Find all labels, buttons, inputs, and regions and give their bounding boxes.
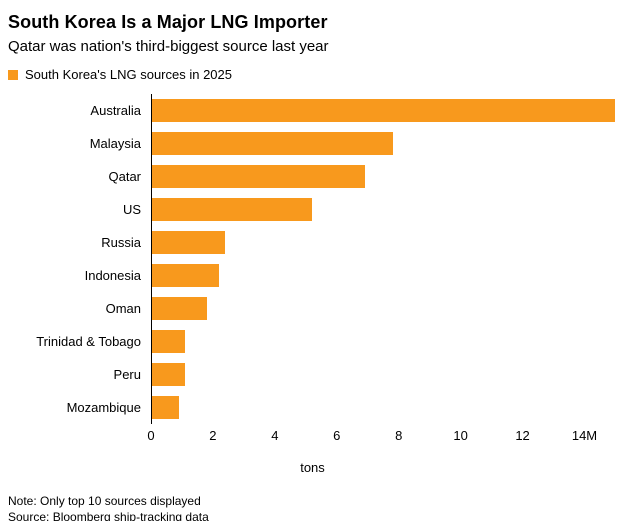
footer: Note: Only top 10 sources displayed Sour… <box>8 493 617 521</box>
bar-row: US <box>8 193 617 226</box>
bar-track <box>151 396 617 419</box>
x-tick-label: 14M <box>571 428 598 443</box>
chart-subtitle: Qatar was nation's third-biggest source … <box>8 38 329 55</box>
bar-row: Qatar <box>8 160 617 193</box>
bar <box>151 132 393 155</box>
bar <box>151 165 365 188</box>
category-label: Malaysia <box>89 136 141 151</box>
bar-track <box>151 297 617 320</box>
bar-rows: Australia Malaysia Qatar US Russia Indonesia O… <box>8 94 617 424</box>
x-axis-ticks: 0 2 4 6 8 10 12 14M <box>147 428 617 448</box>
bar <box>151 231 226 254</box>
bar-row: Peru <box>8 358 617 391</box>
bar <box>151 396 179 419</box>
bar-track <box>151 132 617 155</box>
bar-row: Australia <box>8 94 617 127</box>
bar-track <box>151 99 617 122</box>
x-tick-label: 8 <box>395 428 403 443</box>
bar-row: Russia <box>8 226 617 259</box>
category-label: Peru <box>113 367 141 382</box>
bar-row: Trinidad & Tobago <box>8 325 617 358</box>
bar-row: Mozambique <box>8 391 617 424</box>
x-tick-label: 0 <box>147 428 155 443</box>
bar <box>151 330 186 353</box>
category-label: Australia <box>90 103 141 118</box>
bar <box>151 363 186 386</box>
chart-title: South Korea Is a Major LNG Importer <box>8 12 328 32</box>
category-label: Mozambique <box>66 400 141 415</box>
category-label: Trinidad & Tobago <box>36 334 141 349</box>
bar-track <box>151 165 617 188</box>
bar-track <box>151 198 617 221</box>
bar <box>151 297 207 320</box>
bar-track <box>151 363 617 386</box>
category-label: Russia <box>101 235 141 250</box>
legend-label: South Korea's LNG sources in 2025 <box>25 67 232 82</box>
bar-row: Oman <box>8 292 617 325</box>
bar <box>151 99 616 122</box>
bar-row: Indonesia <box>8 259 617 292</box>
footer-source: Source: Bloomberg ship-tracking data <box>8 510 209 521</box>
bar <box>151 264 220 287</box>
bar <box>151 198 312 221</box>
bar-track <box>151 264 617 287</box>
bar-track <box>151 330 617 353</box>
category-label: Indonesia <box>84 268 141 283</box>
y-axis-line <box>151 94 152 424</box>
x-tick-label: 2 <box>209 428 217 443</box>
legend-swatch-icon <box>8 70 18 80</box>
category-label: US <box>122 202 141 217</box>
x-axis-label: tons <box>300 460 325 475</box>
bar-row: Malaysia <box>8 127 617 160</box>
x-tick-label: 4 <box>271 428 279 443</box>
category-label: Qatar <box>108 169 141 184</box>
x-tick-label: 10 <box>453 428 468 443</box>
bar-track <box>151 231 617 254</box>
footer-note: Note: Only top 10 sources displayed <box>8 494 201 508</box>
x-tick-label: 12 <box>515 428 530 443</box>
legend: South Korea's LNG sources in 2025 <box>8 66 617 84</box>
plot-area: Australia Malaysia Qatar US Russia Indonesia O… <box>8 94 617 424</box>
x-tick-label: 6 <box>333 428 341 443</box>
category-label: Oman <box>105 301 141 316</box>
